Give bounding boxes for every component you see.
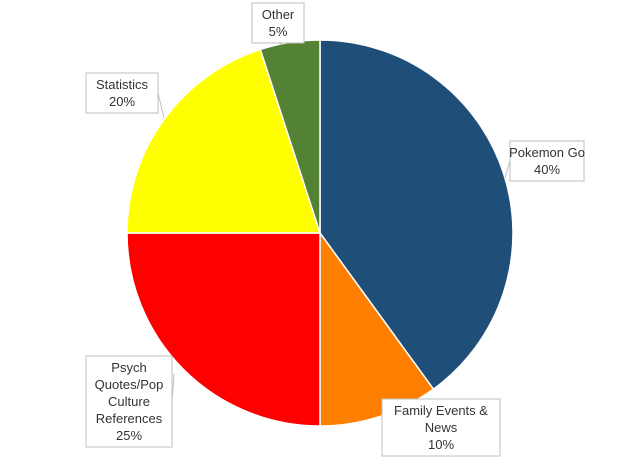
slice-label-statistics: Statistics 20%: [85, 72, 165, 119]
slice-percent-label: 10%: [428, 437, 454, 452]
leader-line: [504, 160, 511, 179]
label-box: [251, 2, 305, 44]
slice-percent-label: 5%: [269, 24, 288, 39]
pie-slice-statistics: [126, 48, 322, 234]
slice-name-label: News: [425, 420, 458, 435]
slice-label-family-events: Family Events & News 10%: [381, 398, 501, 457]
slice-name-label: Quotes/Pop: [95, 377, 164, 392]
pie-slice-family-events: [319, 230, 435, 427]
slice-name-label: Statistics: [96, 77, 149, 92]
slice-label-other: Other 5%: [251, 2, 305, 45]
slice-percent-label: 25%: [116, 428, 142, 443]
slice-name-label: References: [96, 411, 163, 426]
label-box: [85, 72, 159, 114]
pie-slices: [126, 39, 514, 427]
label-box: [509, 140, 585, 182]
slice-labels: Pokemon Go 40% Family Events & News 10% Psych…: [85, 2, 585, 457]
slice-name-label: Psych: [111, 360, 146, 375]
leader-line: [157, 92, 165, 119]
slice-name-label: Pokemon Go: [509, 145, 585, 160]
pie-slice-psych: [126, 232, 321, 427]
slice-name-label: Culture: [108, 394, 150, 409]
slice-percent-label: 40%: [534, 162, 560, 177]
slice-label-pokemon-go: Pokemon Go 40%: [504, 140, 585, 182]
slice-name-label: Other: [262, 7, 295, 22]
slice-label-psych: Psych Quotes/Pop Culture References 25%: [85, 355, 175, 448]
label-box: [381, 398, 501, 457]
pie-slice-pokemon-go: [319, 39, 514, 391]
label-box: [85, 355, 173, 448]
slice-percent-label: 20%: [109, 94, 135, 109]
slice-name-label: Family Events &: [394, 403, 488, 418]
